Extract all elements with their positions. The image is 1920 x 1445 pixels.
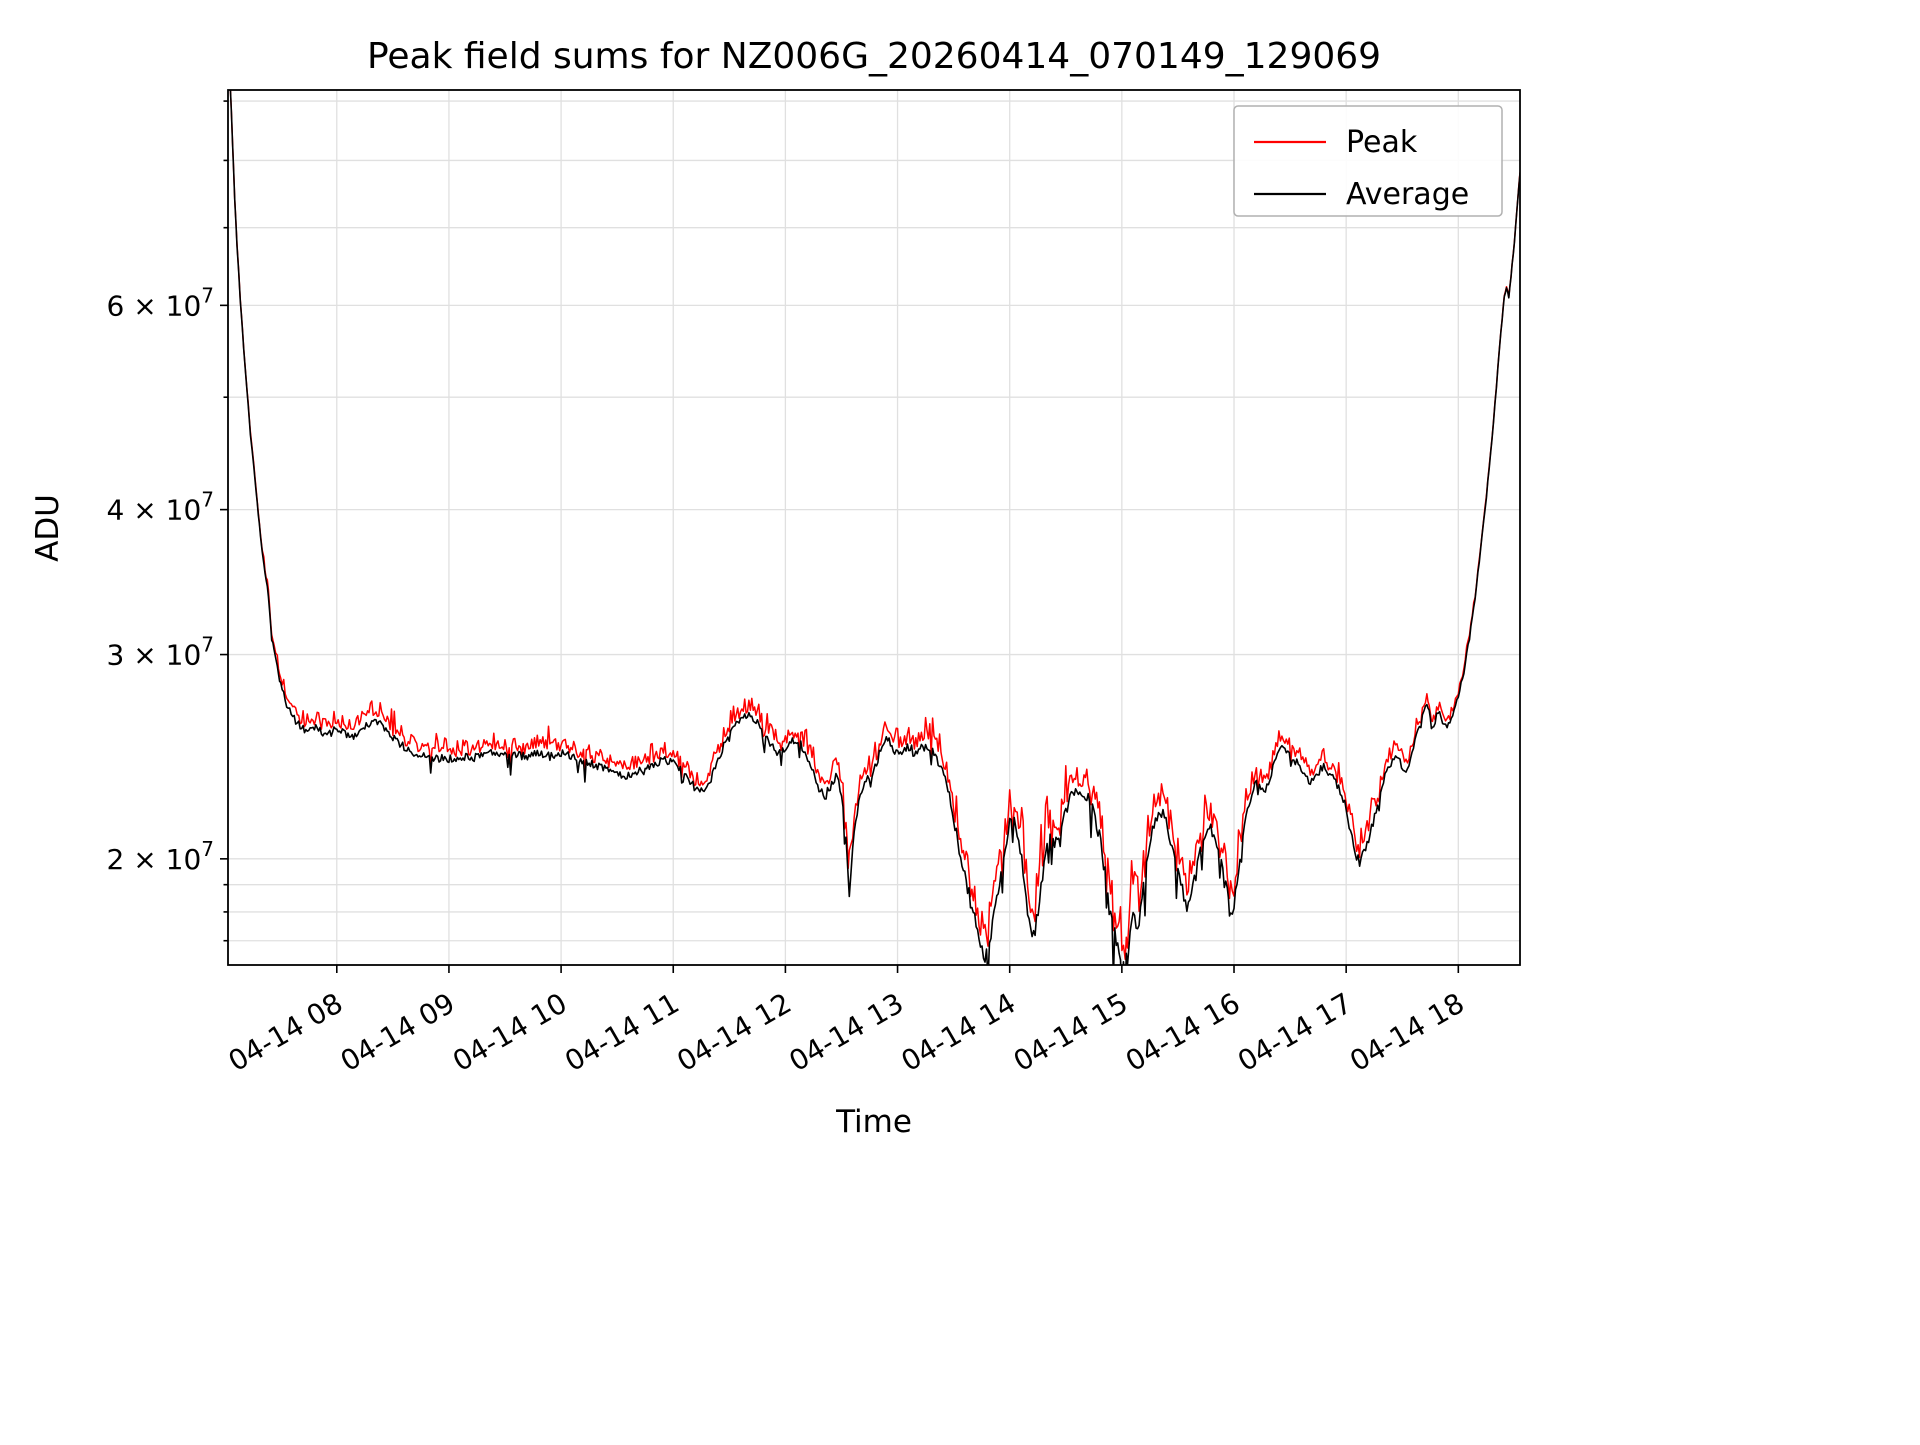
y-tick-label: 2 × 107 (107, 837, 214, 876)
peak-series-path (229, 90, 1520, 961)
plot-area-border (227, 89, 1521, 966)
y-tick-label: 4 × 107 (107, 488, 214, 527)
series-lines (229, 90, 1520, 965)
legend-box (1233, 105, 1503, 217)
axis-tick-marks (220, 100, 1460, 973)
legend-average-label: Average (1346, 177, 1469, 212)
average-series-path (229, 90, 1520, 965)
legend: Peak Average (1233, 105, 1503, 217)
y-tick-label: 3 × 107 (107, 633, 214, 672)
x-axis-label: Time (835, 1104, 912, 1140)
grid-lines (228, 90, 1520, 965)
y-tick-label: 6 × 107 (107, 283, 214, 322)
legend-peak-label: Peak (1346, 125, 1418, 160)
y-tick-labels: 2 × 107 3 × 107 4 × 107 6 × 107 (107, 283, 214, 875)
chart-title: Peak field sums for NZ006G_20260414_0701… (367, 36, 1381, 77)
y-axis-label: ADU (30, 494, 66, 562)
